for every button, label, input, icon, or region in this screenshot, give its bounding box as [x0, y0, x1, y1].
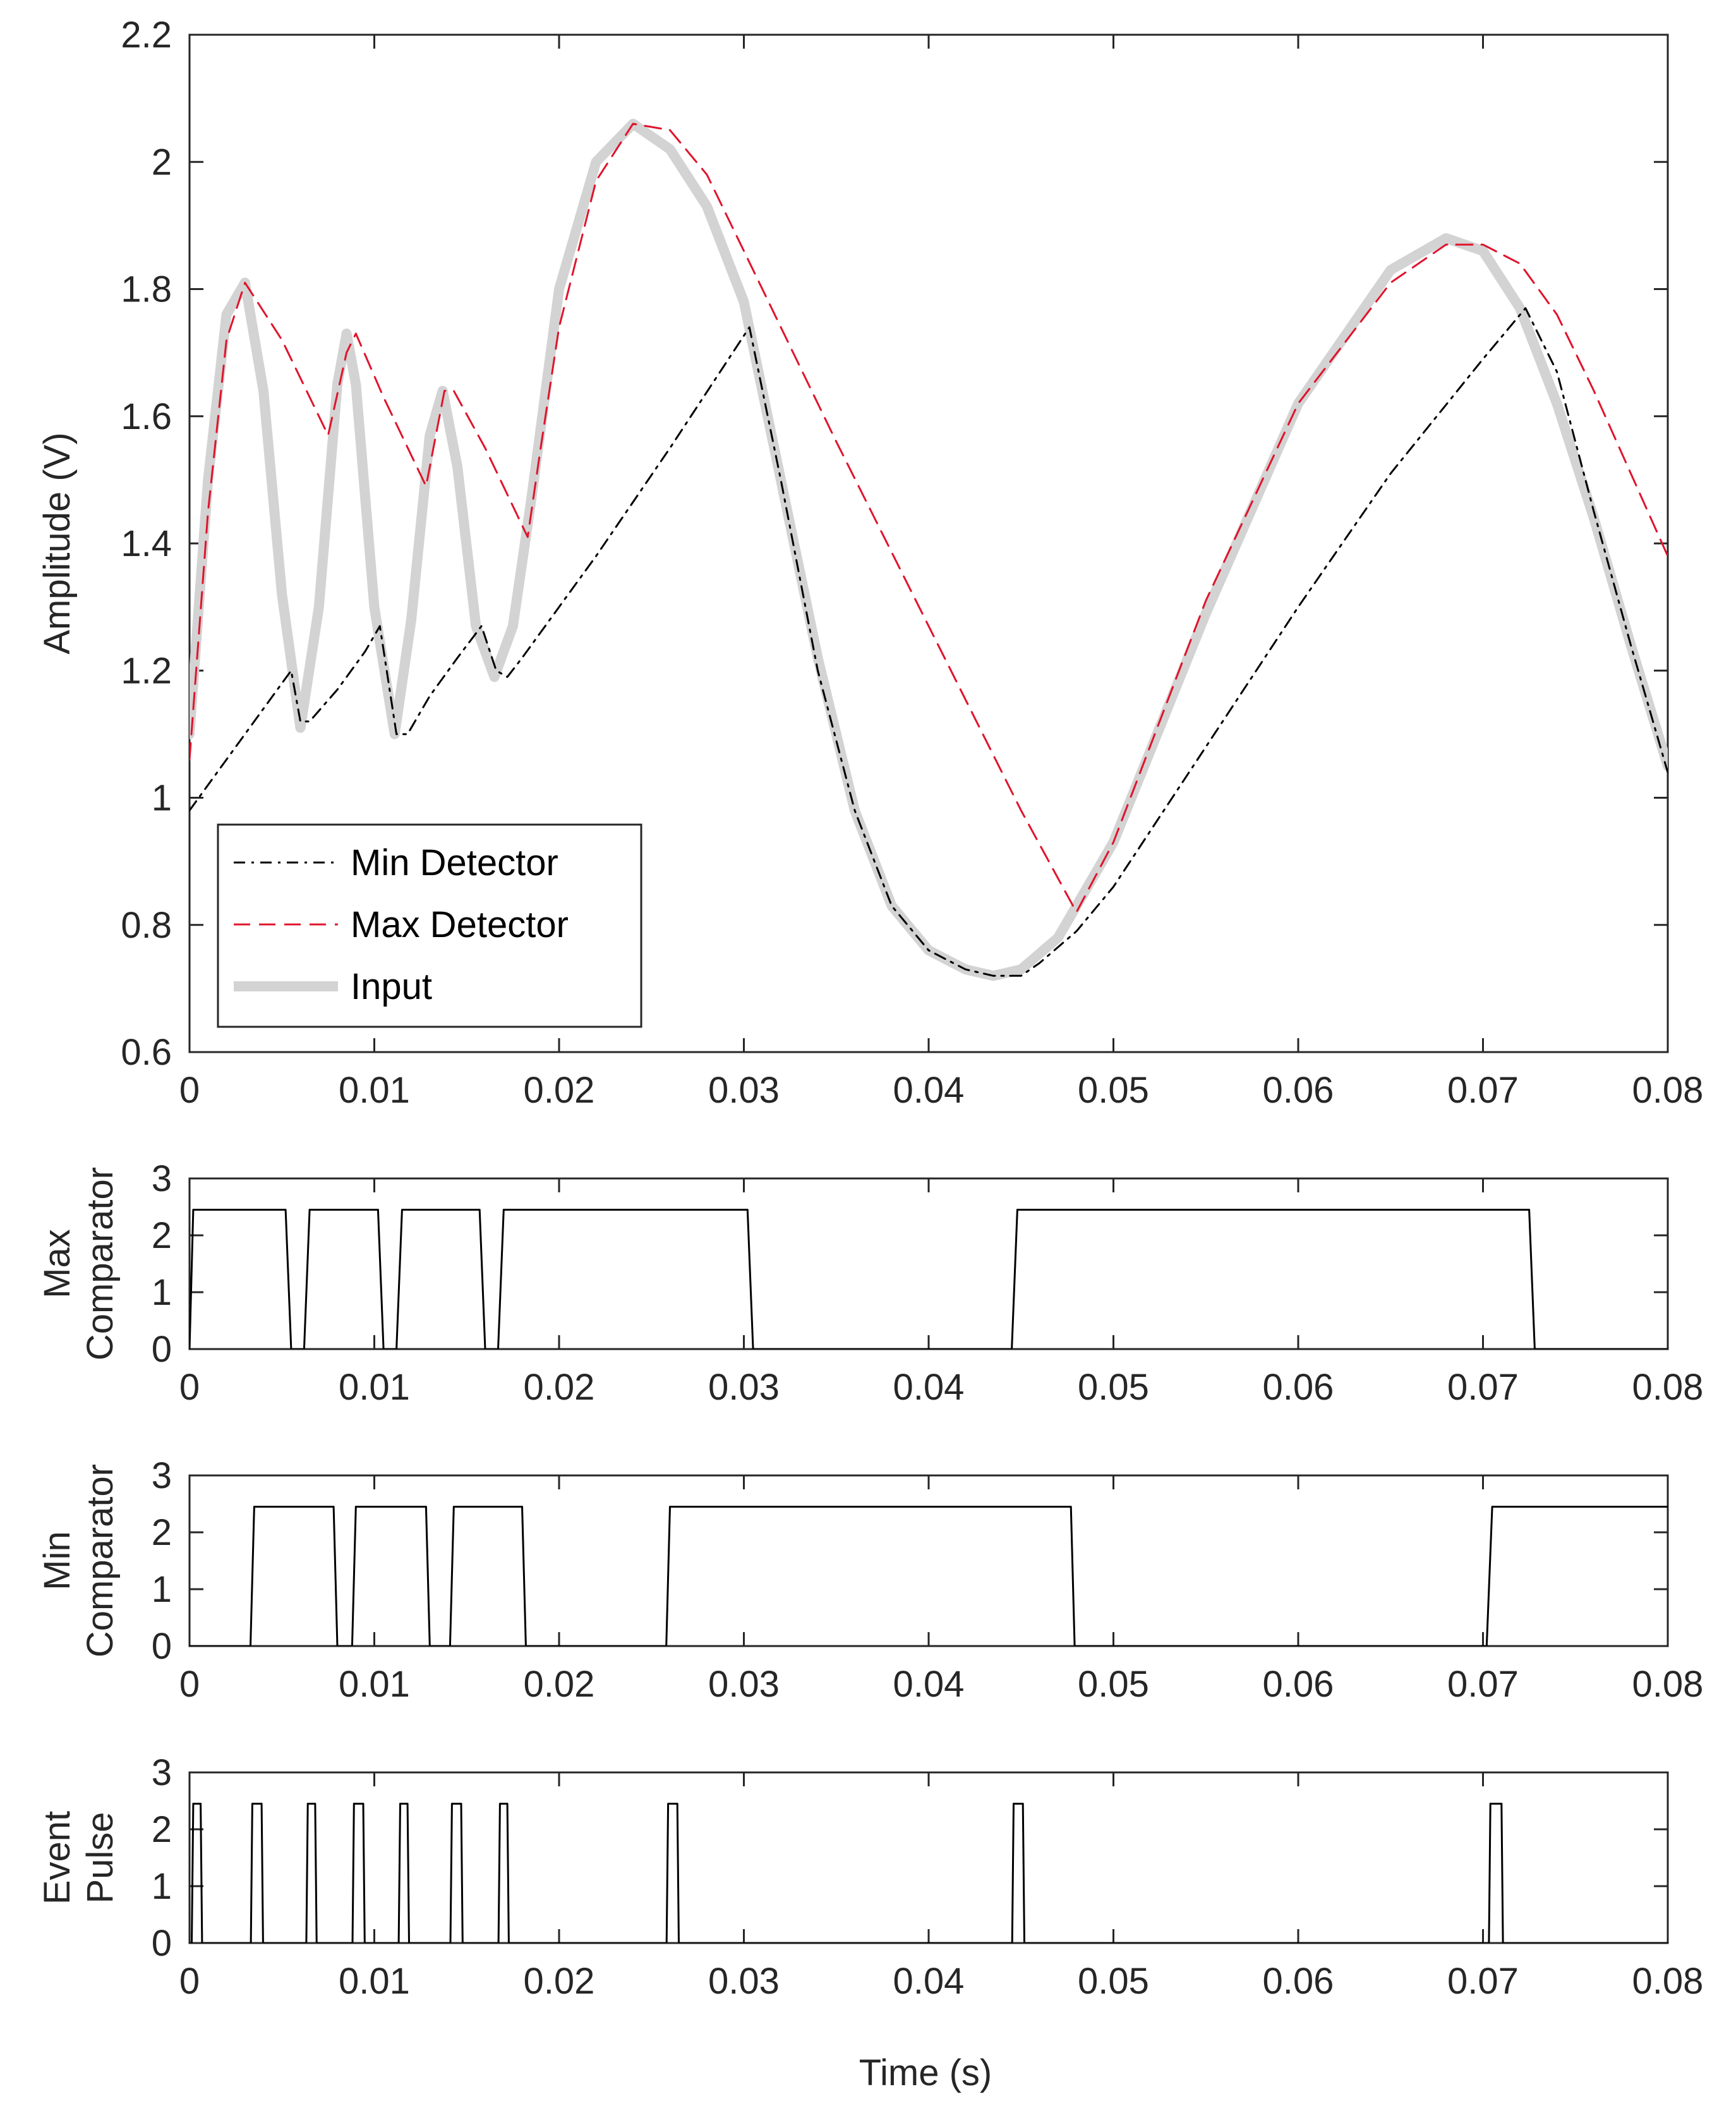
y-axis-label-line: Event	[37, 1811, 78, 1904]
y-tick-label: 2	[152, 1512, 172, 1553]
x-tick-label: 0.01	[339, 1367, 410, 1408]
y-tick-label: 2	[152, 1809, 172, 1850]
x-tick-label: 0.03	[708, 1367, 780, 1408]
plot-area	[190, 1209, 1668, 1349]
x-tick-label: 0	[179, 1070, 200, 1111]
y-axis-label-line: Pulse	[80, 1812, 121, 1903]
x-tick-label: 0.08	[1632, 1070, 1704, 1111]
y-tick-label: 3	[152, 1158, 172, 1199]
x-tick-label: 0.07	[1447, 1961, 1519, 2002]
series-min-detector	[190, 307, 1668, 977]
y-tick-label: 0	[152, 1626, 172, 1667]
legend-box	[217, 823, 642, 1028]
y-tick-label: 3	[152, 1752, 172, 1793]
legend-label-min-detector: Min Detector	[351, 842, 558, 883]
y-axis-label-line: Comparator	[80, 1167, 121, 1360]
x-tick-label: 0.05	[1078, 1961, 1149, 2002]
x-tick-label: 0	[179, 1961, 200, 2002]
y-tick-label: 0.8	[121, 905, 172, 946]
legend-label-input: Input	[351, 966, 432, 1007]
y-tick-label: 1	[152, 1569, 172, 1610]
x-tick-label: 0.08	[1632, 1961, 1704, 2002]
x-tick-label: 0.04	[893, 1367, 965, 1408]
x-tick-label: 0	[179, 1664, 200, 1705]
subplot-4: 0 0.01 0.02 0.03 0.04 0.05 0.06 0.07 0.08 0 1 2 3 Eve…	[37, 1752, 1703, 2002]
subplot-3: 0 0.01 0.02 0.03 0.04 0.05 0.06 0.07 0.08 0 1 2 3 Min…	[37, 1455, 1703, 1705]
x-tick-label: 0.01	[339, 1961, 410, 2002]
x-tick-label: 0.04	[893, 1070, 965, 1111]
x-tick-label: 0.03	[708, 1961, 780, 2002]
x-tick-label: 0.01	[339, 1664, 410, 1705]
series-max-detector	[190, 123, 1668, 914]
y-tick-label: 1.2	[121, 650, 172, 691]
x-axis-label: Time (s)	[859, 2052, 992, 2093]
y-tick-label: 3	[152, 1455, 172, 1496]
x-tick-label: 0.03	[708, 1070, 780, 1111]
y-tick-label: 0	[152, 1923, 172, 1964]
y-axis-label-line: Max	[37, 1229, 78, 1299]
x-tick-label: 0.04	[893, 1961, 965, 2002]
y-tick-label: 2	[152, 1215, 172, 1256]
series-line	[190, 1209, 1668, 1349]
legend-label-max-detector: Max Detector	[351, 904, 569, 945]
y-axis-label: MaxComparator	[37, 1167, 121, 1360]
x-tick-label: 0.05	[1078, 1070, 1149, 1111]
x-tick-label: 0.08	[1632, 1367, 1704, 1408]
x-tick-label: 0.02	[524, 1664, 595, 1705]
y-axis-label: Amplitude (V)	[37, 432, 78, 654]
x-tick-label: 0.02	[524, 1070, 595, 1111]
x-tick-label: 0.05	[1078, 1664, 1149, 1705]
x-tick-label: 0.04	[893, 1664, 965, 1705]
plot-area	[190, 118, 1668, 981]
y-tick-label: 0.6	[121, 1032, 172, 1073]
plot-area	[190, 1506, 1668, 1646]
series-line	[190, 1803, 1668, 1943]
y-axis-label: MinComparator	[37, 1464, 121, 1657]
x-tick-label: 0.06	[1263, 1961, 1334, 2002]
x-tick-label: 0.07	[1447, 1367, 1519, 1408]
x-tick-label: 0.03	[708, 1664, 780, 1705]
x-tick-label: 0.06	[1263, 1367, 1334, 1408]
plot-area	[190, 1803, 1668, 1943]
x-tick-label: 0.02	[524, 1961, 595, 2002]
x-tick-label: 0.06	[1263, 1664, 1334, 1705]
series-line	[190, 1506, 1668, 1646]
x-tick-label: 0.05	[1078, 1367, 1149, 1408]
y-tick-label: 1.4	[121, 523, 172, 564]
subplot-1: 0 0.01 0.02 0.03 0.04 0.05 0.06 0.07 0.08 0.6 0.8 1…	[37, 15, 1703, 1111]
x-tick-label: 0	[179, 1367, 200, 1408]
y-tick-label: 2.2	[121, 15, 172, 56]
y-tick-label: 1	[152, 1272, 172, 1313]
y-tick-label: 2	[152, 142, 172, 183]
y-axis-label-line: Comparator	[80, 1464, 121, 1657]
x-tick-label: 0.08	[1632, 1664, 1704, 1705]
x-tick-label: 0.02	[524, 1367, 595, 1408]
y-tick-label: 0	[152, 1329, 172, 1370]
x-tick-label: 0.07	[1447, 1070, 1519, 1111]
legend: Min Detector Max Detector Input	[217, 823, 642, 1028]
subplot-2: 0 0.01 0.02 0.03 0.04 0.05 0.06 0.07 0.08 0 1 2 3 Max…	[37, 1158, 1703, 1408]
y-tick-label: 1	[152, 778, 172, 819]
y-axis-label-line: Min	[37, 1531, 78, 1590]
y-axis-label: EventPulse	[37, 1811, 121, 1904]
y-tick-label: 1.8	[121, 269, 172, 310]
x-tick-label: 0.06	[1263, 1070, 1334, 1111]
x-tick-label: 0.01	[339, 1070, 410, 1111]
y-tick-label: 1	[152, 1866, 172, 1907]
x-tick-label: 0.07	[1447, 1664, 1519, 1705]
y-tick-label: 1.6	[121, 396, 172, 437]
